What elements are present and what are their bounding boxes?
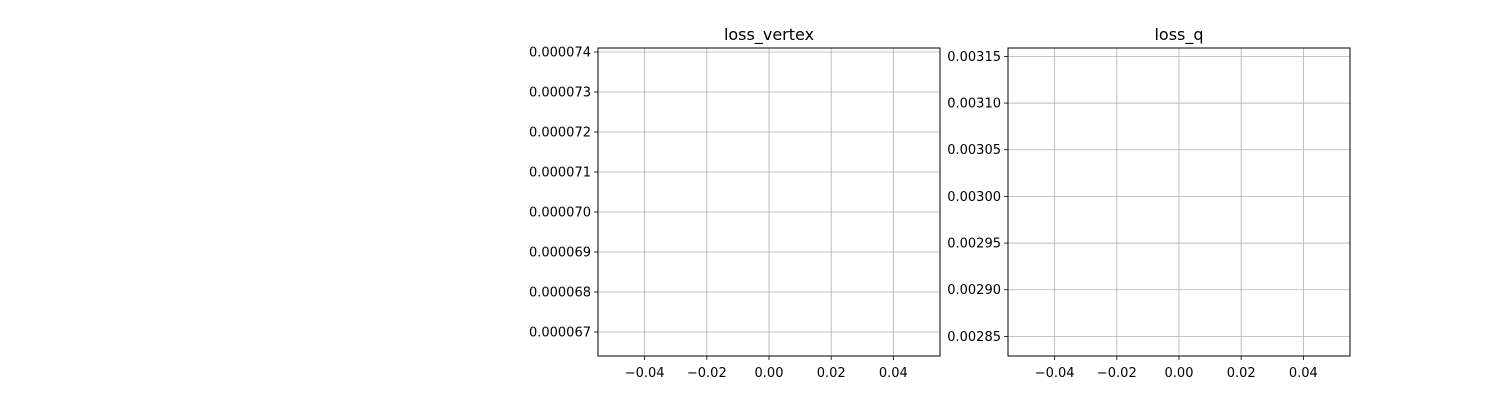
y-tick-label: 0.00310 <box>947 97 1001 112</box>
panel-loss-vertex: loss_vertex −0.04 −0.02 0.00 0.02 0.04 0.000… <box>529 25 941 381</box>
x-tick-label: 0.02 <box>1227 366 1256 381</box>
y-tick-label: 0.000073 <box>529 86 591 101</box>
y-tick-label: 0.00285 <box>947 330 1001 345</box>
y-tick-label: 0.000068 <box>529 286 591 301</box>
x-tick-label: −0.02 <box>1097 366 1137 381</box>
x-tick-label: 0.00 <box>1165 366 1194 381</box>
x-tick-label: 0.00 <box>755 366 784 381</box>
chart-title: loss_q <box>1154 25 1203 45</box>
y-tick-label: 0.00300 <box>947 190 1001 205</box>
grid-lines <box>1008 48 1350 356</box>
x-tick-label: 0.02 <box>817 366 846 381</box>
y-tick-label: 0.000072 <box>529 126 591 141</box>
y-tick-label: 0.000067 <box>529 326 591 341</box>
x-tick-label: −0.02 <box>687 366 727 381</box>
y-tick-label: 0.00295 <box>947 237 1001 252</box>
x-tick-label: 0.04 <box>1289 366 1318 381</box>
x-ticks: −0.04 −0.02 0.00 0.02 0.04 <box>1035 356 1318 381</box>
y-tick-label: 0.00305 <box>947 143 1001 158</box>
y-tick-label: 0.000070 <box>529 206 591 221</box>
y-tick-label: 0.000071 <box>529 166 591 181</box>
y-tick-label: 0.00290 <box>947 283 1001 298</box>
x-tick-label: −0.04 <box>1035 366 1075 381</box>
x-tick-label: 0.04 <box>879 366 908 381</box>
x-ticks: −0.04 −0.02 0.00 0.02 0.04 <box>625 356 908 381</box>
chart-title: loss_vertex <box>724 25 814 45</box>
x-tick-label: −0.04 <box>625 366 665 381</box>
y-tick-label: 0.00315 <box>947 50 1001 65</box>
grid-lines <box>598 48 940 356</box>
y-tick-label: 0.000069 <box>529 246 591 261</box>
y-ticks: 0.000067 0.000068 0.000069 0.000070 0.000071… <box>529 46 598 341</box>
panel-loss-q: loss_q −0.04 −0.02 0.00 0.02 0.04 0.002850.0… <box>947 25 1351 381</box>
y-ticks: 0.00285 0.00290 0.00295 0.00300 0.00305 0.003… <box>947 50 1008 345</box>
y-tick-label: 0.000074 <box>529 46 591 61</box>
